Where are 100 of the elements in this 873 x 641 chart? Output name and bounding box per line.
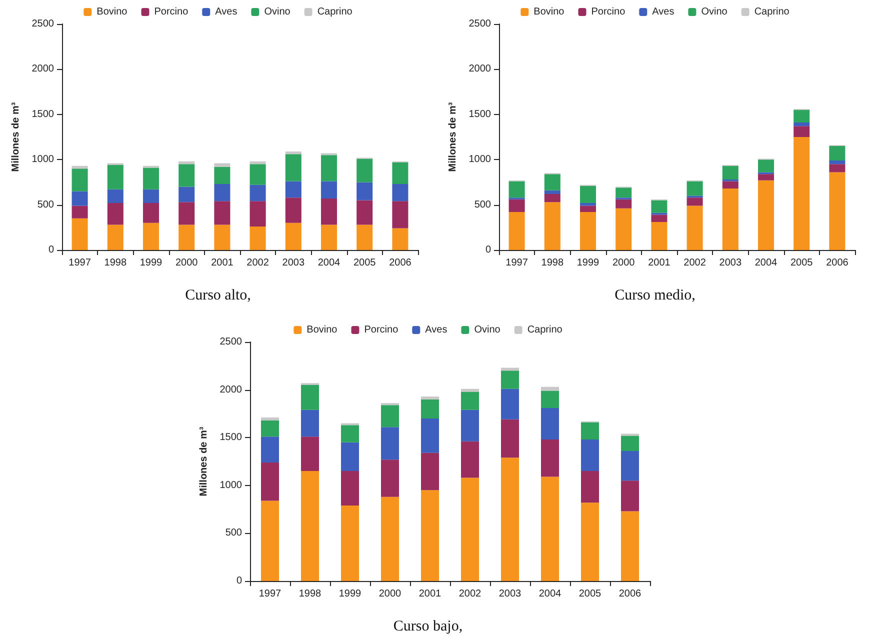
x-tick-label: 2002 [458,588,482,600]
x-tick-label: 1999 [576,258,600,268]
x-tick-label: 1998 [541,258,564,268]
bar [758,180,774,250]
bar [301,471,319,581]
y-tick-label: 2500 [32,18,54,30]
bar [214,201,230,225]
bar [320,155,338,182]
bar [301,410,319,437]
text: Curso bajo, [393,618,463,634]
bar [621,480,639,512]
bar [581,440,599,472]
bar [508,181,525,198]
bar [461,441,479,478]
text: Curso medio, [614,288,696,304]
bar [381,427,399,460]
bar [178,202,195,225]
bar [261,418,279,420]
bar [616,188,632,198]
bar [356,224,373,250]
x-tick-label: 2003 [498,588,522,600]
bar [794,137,810,250]
bar [381,460,399,497]
x-tick-label: 1997 [258,588,282,600]
y-tick-label: 500 [225,528,242,539]
bar [544,202,560,250]
x-tick-label: 2000 [378,588,402,600]
bar [541,408,559,440]
bar [285,181,302,198]
bar [501,370,519,389]
bar [178,161,195,164]
bar [107,165,124,190]
bar [544,190,560,194]
x-tick-label: 2000 [175,258,198,268]
x-tick-label: 1998 [298,588,322,600]
bar [829,160,846,164]
x-tick-label: 2005 [578,588,602,600]
y-tick-label: 500 [474,199,492,210]
y-tick-label: 1500 [32,108,54,120]
bar [142,222,160,250]
legend-label: Porcino [364,324,399,336]
bar [421,396,439,400]
bar [686,206,703,250]
legend-label: Porcino [591,6,626,18]
x-tick-label: 2005 [353,258,376,268]
bar [758,160,774,172]
legend-label: Ovino [474,324,501,336]
bar [421,418,439,453]
bar [421,490,439,581]
text: Curso alto, [185,288,251,304]
bar [616,208,632,250]
bar [686,181,703,196]
bar [722,188,738,250]
bar [616,199,632,208]
legend-label: Aves [215,6,238,18]
bar [381,496,399,581]
bar [142,202,160,223]
bar [356,182,373,200]
bar [250,201,266,226]
bar [651,214,668,222]
y-tick-label: 2000 [468,64,492,75]
y-axis-title: Millones de m³ [10,102,22,172]
bar [107,202,124,225]
bar [686,198,703,206]
bar [214,224,230,250]
bar [392,228,408,250]
bar [392,162,408,184]
bar [541,390,559,408]
bar [501,458,519,581]
bar [341,505,359,581]
bar [214,184,230,202]
bar [381,405,399,428]
bar [544,194,560,202]
bar [261,462,279,501]
bar [356,158,373,182]
legend-label: Aves [425,324,448,336]
bar [508,199,525,212]
legend-label: Caprino [317,6,353,18]
bar [250,164,266,185]
bar [250,161,266,164]
y-tick-label: 2500 [468,18,492,30]
x-tick-label: 1999 [338,588,362,600]
legend-label: Bovino [306,324,338,336]
y-tick-label: 0 [236,576,242,586]
y-tick-label: 1000 [468,154,492,166]
bar [214,163,230,167]
legend-label: Caprino [527,324,563,336]
bar [142,168,160,190]
bar [421,399,439,418]
bar [580,212,596,250]
x-tick-label: 2005 [790,258,814,268]
legend-label: Ovino [701,6,728,18]
bar [461,478,479,581]
bar [142,189,160,203]
bar [356,200,373,225]
bar [178,224,195,250]
legend-label: Porcino [154,6,189,18]
bar [581,422,599,440]
bar [722,181,738,189]
bar [621,450,639,481]
